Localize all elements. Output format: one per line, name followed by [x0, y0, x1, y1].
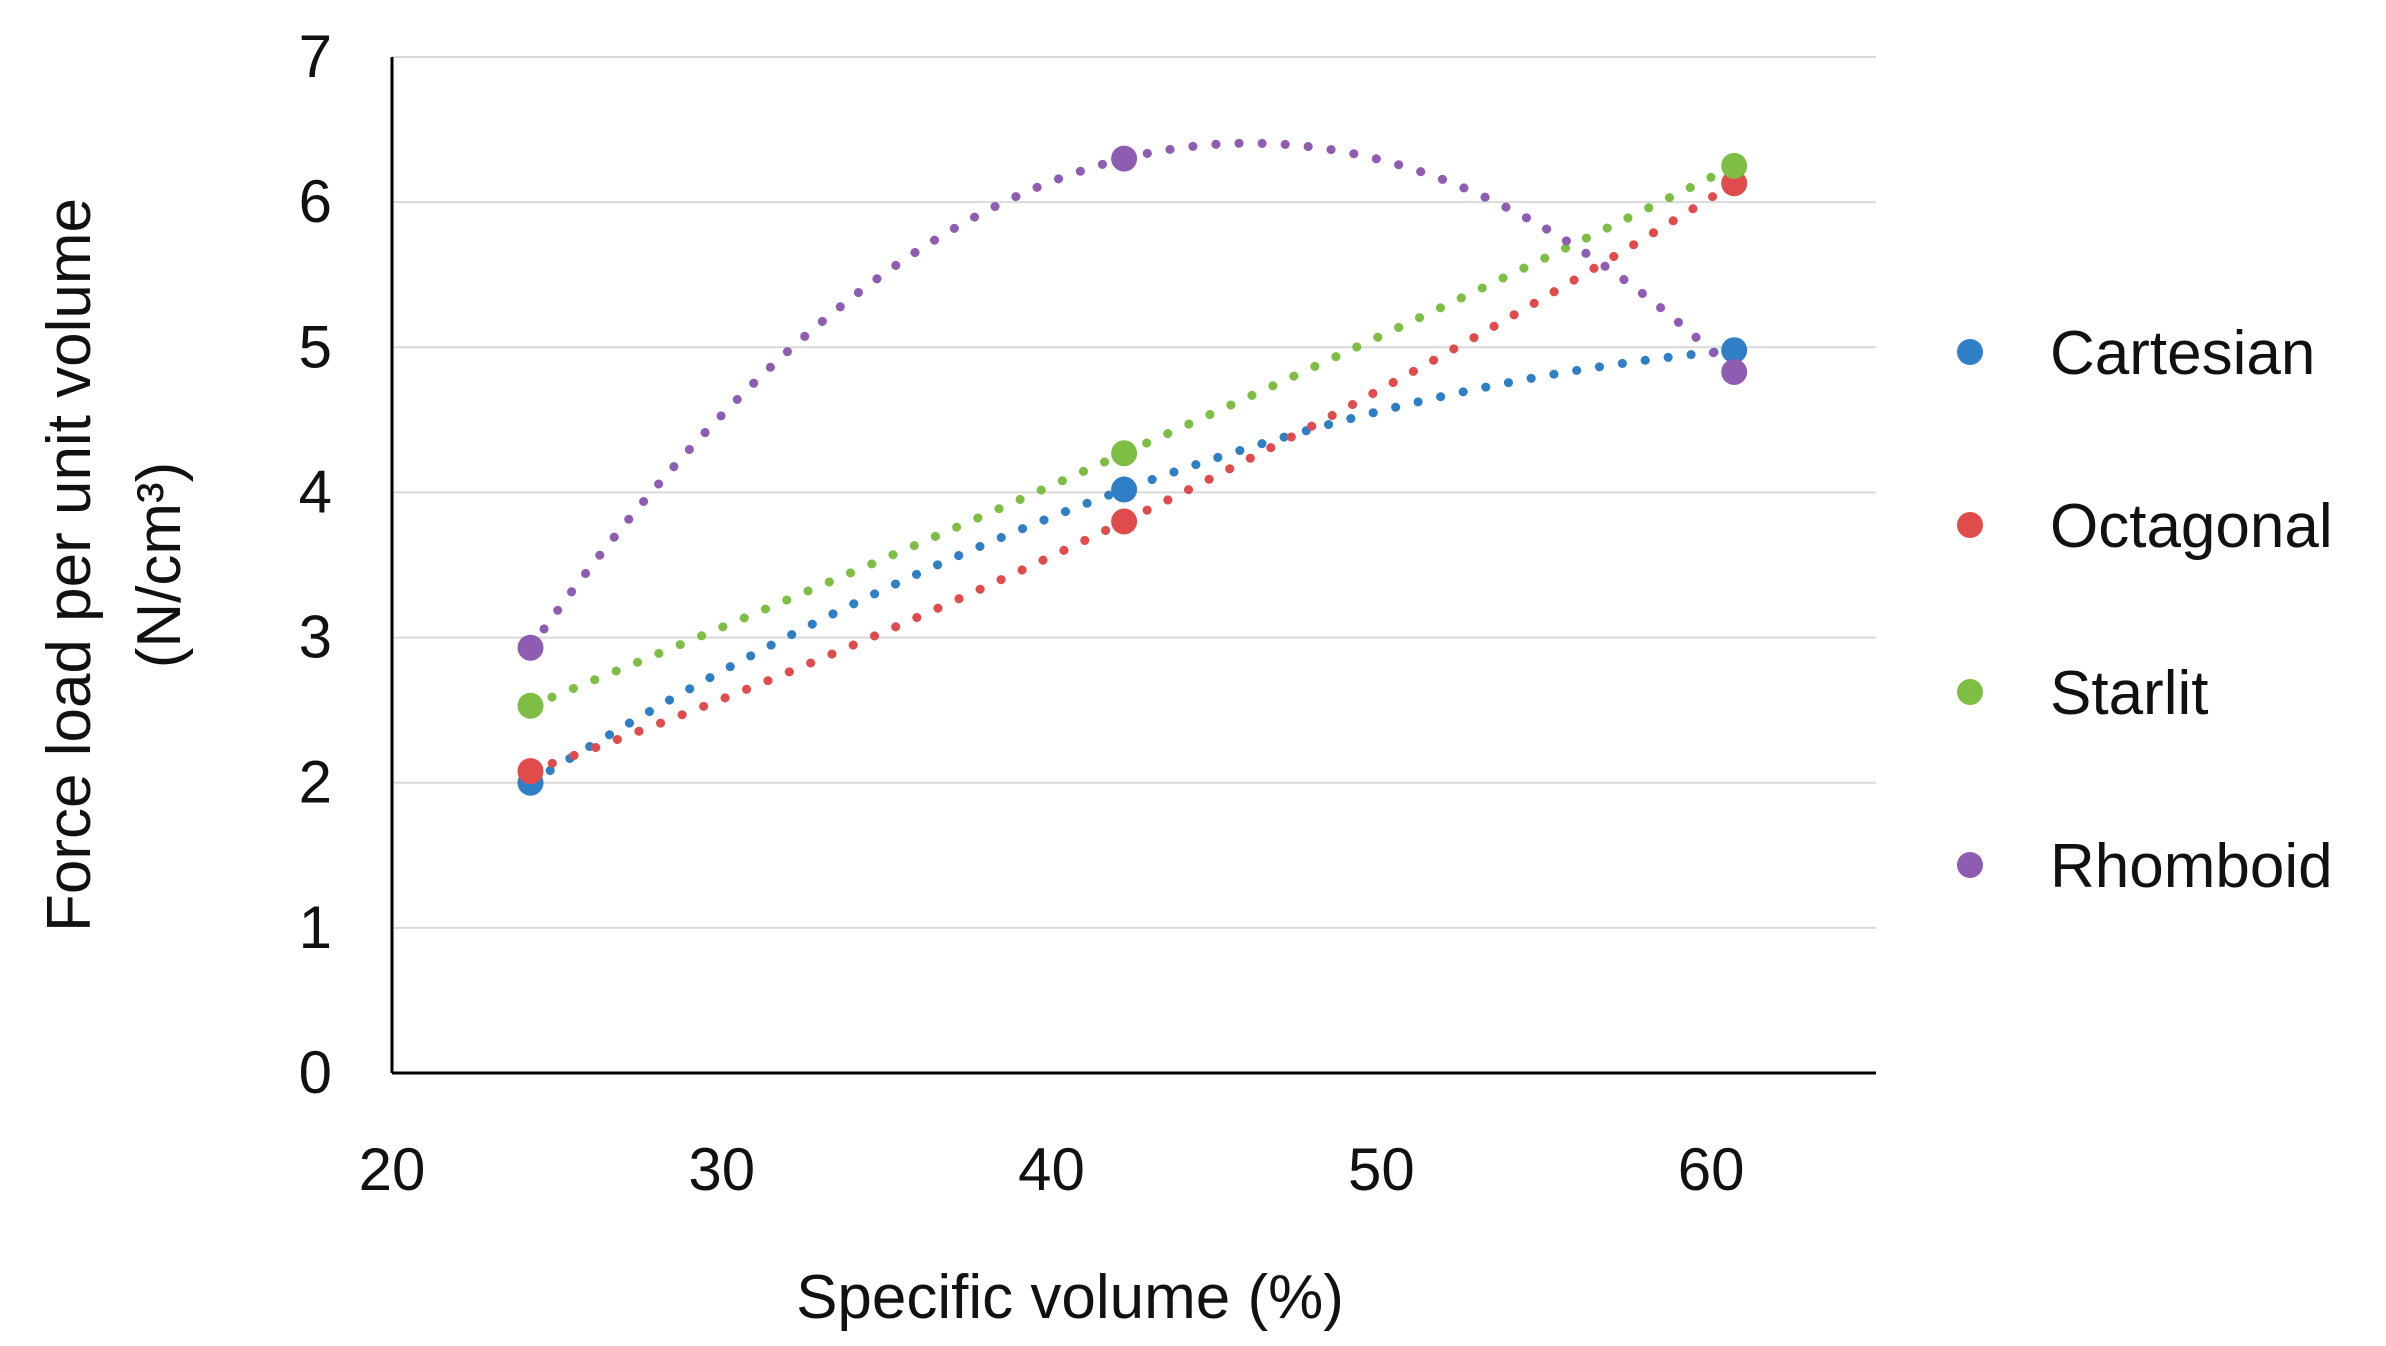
- data-points: [517, 145, 1748, 796]
- legend-label-cartesian: Cartesian: [2050, 319, 2315, 388]
- y-tick-label: 2: [299, 749, 332, 816]
- data-point-starlit: [1111, 440, 1138, 467]
- y-tick-label: 1: [299, 894, 332, 961]
- y-axis-title: Force load per unit volume: [35, 198, 104, 932]
- data-point-cartesian: [1111, 476, 1138, 503]
- y-tick-label: 6: [299, 168, 332, 235]
- y-tick-label: 5: [299, 313, 332, 380]
- legend-marker-cartesian: [1957, 339, 1983, 365]
- data-point-starlit: [517, 692, 544, 719]
- y-tick-label: 3: [299, 604, 332, 671]
- axes: [390, 57, 1876, 1075]
- x-axis-title: Specific volume (%): [796, 1263, 1344, 1332]
- y-tick-label: 4: [299, 458, 332, 525]
- legend-label-starlit: Starlit: [2050, 659, 2208, 728]
- tick-labels: 0 1 2 3 4 5 6 7 20 30 40 50 60: [299, 23, 1745, 1203]
- legend-marker-octagonal: [1957, 512, 1983, 538]
- data-point-rhomboid: [517, 634, 544, 661]
- x-tick-label: 30: [688, 1136, 755, 1203]
- legend-label-rhomboid: Rhomboid: [2050, 832, 2333, 901]
- y-axis-unit: (N/cm³): [125, 462, 194, 669]
- y-tick-label: 7: [299, 23, 332, 90]
- data-point-rhomboid: [1111, 145, 1138, 172]
- x-tick-label: 40: [1018, 1136, 1085, 1203]
- data-point-rhomboid: [1721, 358, 1748, 385]
- gridlines: [392, 56, 1876, 929]
- data-point-starlit: [1721, 152, 1748, 179]
- data-point-octagonal: [1111, 508, 1138, 535]
- trendline-starlit: [526, 161, 1739, 711]
- data-point-cartesian: [1721, 337, 1748, 364]
- trendline-cartesian: [526, 345, 1739, 788]
- legend-label-octagonal: Octagonal: [2050, 492, 2333, 561]
- x-tick-label: 60: [1678, 1136, 1745, 1203]
- data-point-octagonal: [517, 758, 544, 785]
- legend-marker-rhomboid: [1957, 852, 1983, 878]
- trendline-octagonal: [526, 178, 1739, 776]
- y-tick-label: 0: [299, 1039, 332, 1106]
- legend-marker-starlit: [1957, 679, 1983, 705]
- x-tick-label: 20: [359, 1136, 426, 1203]
- trendline-rhomboid: [526, 138, 1739, 653]
- legend: Cartesian Octagonal Starlit Rhomboid: [1957, 319, 2333, 901]
- x-tick-label: 50: [1348, 1136, 1415, 1203]
